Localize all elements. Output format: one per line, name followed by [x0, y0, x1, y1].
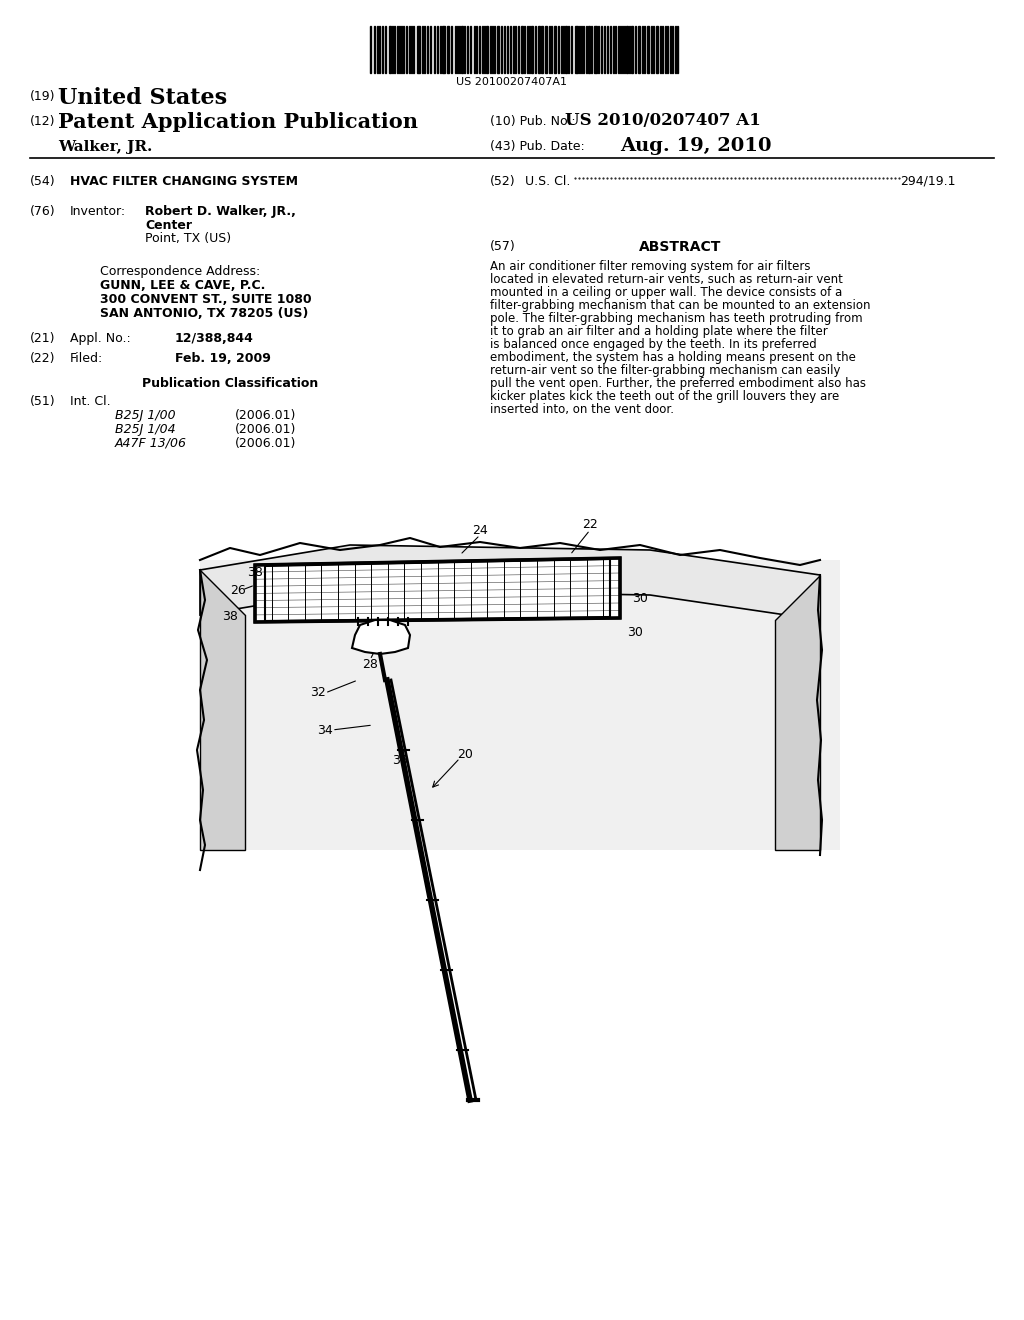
Bar: [626, 26, 628, 73]
Bar: [538, 26, 540, 73]
Text: (2006.01): (2006.01): [234, 437, 296, 450]
Text: (54): (54): [30, 176, 55, 187]
Bar: [531, 26, 534, 73]
Text: (76): (76): [30, 205, 55, 218]
Text: (10) Pub. No.:: (10) Pub. No.:: [490, 115, 575, 128]
Polygon shape: [352, 620, 410, 653]
Text: mounted in a ceiling or upper wall. The device consists of a: mounted in a ceiling or upper wall. The …: [490, 286, 843, 300]
Polygon shape: [200, 570, 245, 850]
Text: 30: 30: [627, 626, 643, 639]
Text: 24: 24: [472, 524, 487, 536]
Bar: [638, 26, 640, 73]
Text: Center: Center: [145, 219, 193, 232]
Text: (21): (21): [30, 333, 55, 345]
Text: 294/19.1: 294/19.1: [900, 176, 955, 187]
Text: 28: 28: [362, 659, 378, 672]
Text: it to grab an air filter and a holding plate where the filter: it to grab an air filter and a holding p…: [490, 325, 827, 338]
Text: Filed:: Filed:: [70, 352, 103, 366]
Text: kicker plates kick the teeth out of the grill louvers they are: kicker plates kick the teeth out of the …: [490, 389, 840, 403]
Text: 26: 26: [230, 583, 246, 597]
Text: Publication Classification: Publication Classification: [142, 378, 318, 389]
Text: 300 CONVENT ST., SUITE 1080: 300 CONVENT ST., SUITE 1080: [100, 293, 311, 306]
Bar: [588, 26, 590, 73]
Text: Walker, JR.: Walker, JR.: [58, 140, 153, 154]
Text: embodiment, the system has a holding means present on the: embodiment, the system has a holding mea…: [490, 351, 856, 364]
Text: is balanced once engaged by the teeth. In its preferred: is balanced once engaged by the teeth. I…: [490, 338, 817, 351]
Text: 12/388,844: 12/388,844: [175, 333, 254, 345]
Text: Point, TX (US): Point, TX (US): [145, 232, 231, 246]
Text: (2006.01): (2006.01): [234, 422, 296, 436]
Text: United States: United States: [58, 87, 227, 110]
Text: Patent Application Publication: Patent Application Publication: [58, 112, 418, 132]
Text: A47F 13/06: A47F 13/06: [115, 437, 187, 450]
Text: 20: 20: [457, 748, 473, 762]
Polygon shape: [775, 576, 820, 850]
Text: Robert D. Walker, JR.,: Robert D. Walker, JR.,: [145, 205, 296, 218]
Bar: [594, 26, 597, 73]
Text: 34: 34: [317, 723, 333, 737]
Text: ABSTRACT: ABSTRACT: [639, 240, 721, 253]
Text: (19): (19): [30, 90, 55, 103]
Bar: [647, 26, 649, 73]
Text: An air conditioner filter removing system for air filters: An air conditioner filter removing syste…: [490, 260, 811, 273]
Text: inserted into, on the vent door.: inserted into, on the vent door.: [490, 403, 674, 416]
Text: (51): (51): [30, 395, 55, 408]
Bar: [442, 26, 445, 73]
Text: Aug. 19, 2010: Aug. 19, 2010: [620, 137, 771, 154]
Bar: [461, 26, 463, 73]
Text: 30: 30: [632, 591, 648, 605]
Bar: [541, 26, 543, 73]
Text: U.S. Cl.: U.S. Cl.: [525, 176, 570, 187]
Bar: [631, 26, 633, 73]
Text: return-air vent so the filter-grabbing mechanism can easily: return-air vent so the filter-grabbing m…: [490, 364, 841, 378]
Bar: [656, 26, 658, 73]
Text: Appl. No.:: Appl. No.:: [70, 333, 131, 345]
Text: US 2010/0207407 A1: US 2010/0207407 A1: [565, 112, 761, 129]
Text: Feb. 19, 2009: Feb. 19, 2009: [175, 352, 271, 366]
Bar: [497, 26, 499, 73]
Text: (52): (52): [490, 176, 516, 187]
Bar: [486, 26, 488, 73]
Text: pole. The filter-grabbing mechanism has teeth protruding from: pole. The filter-grabbing mechanism has …: [490, 312, 862, 325]
Text: located in elevated return-air vents, such as return-air vent: located in elevated return-air vents, su…: [490, 273, 843, 286]
Text: SAN ANTONIO, TX 78205 (US): SAN ANTONIO, TX 78205 (US): [100, 308, 308, 319]
Text: 32: 32: [310, 686, 326, 700]
Text: 36: 36: [392, 754, 408, 767]
Text: (2006.01): (2006.01): [234, 409, 296, 422]
Text: GUNN, LEE & CAVE, P.C.: GUNN, LEE & CAVE, P.C.: [100, 279, 265, 292]
Text: HVAC FILTER CHANGING SYSTEM: HVAC FILTER CHANGING SYSTEM: [70, 176, 298, 187]
Bar: [389, 26, 391, 73]
Text: (12): (12): [30, 115, 55, 128]
Bar: [554, 26, 556, 73]
Text: B25J 1/04: B25J 1/04: [115, 422, 176, 436]
Text: Inventor:: Inventor:: [70, 205, 126, 218]
Bar: [447, 26, 449, 73]
Bar: [521, 26, 523, 73]
Text: 38: 38: [222, 610, 238, 623]
Polygon shape: [200, 560, 840, 850]
Text: (43) Pub. Date:: (43) Pub. Date:: [490, 140, 585, 153]
Polygon shape: [200, 545, 820, 620]
Text: filter-grabbing mechanism that can be mounted to an extension: filter-grabbing mechanism that can be mo…: [490, 300, 870, 312]
Bar: [575, 26, 578, 73]
Text: pull the vent open. Further, the preferred embodiment also has: pull the vent open. Further, the preferr…: [490, 378, 866, 389]
Text: US 20100207407A1: US 20100207407A1: [457, 77, 567, 87]
Bar: [565, 26, 567, 73]
Text: B25J 1/00: B25J 1/00: [115, 409, 176, 422]
Text: 22: 22: [582, 519, 598, 532]
Text: Correspondence Address:: Correspondence Address:: [100, 265, 260, 279]
Polygon shape: [255, 558, 620, 622]
Text: 38: 38: [247, 565, 263, 578]
Text: (57): (57): [490, 240, 516, 253]
Text: Int. Cl.: Int. Cl.: [70, 395, 111, 408]
Text: (22): (22): [30, 352, 55, 366]
Bar: [545, 26, 547, 73]
Bar: [417, 26, 420, 73]
